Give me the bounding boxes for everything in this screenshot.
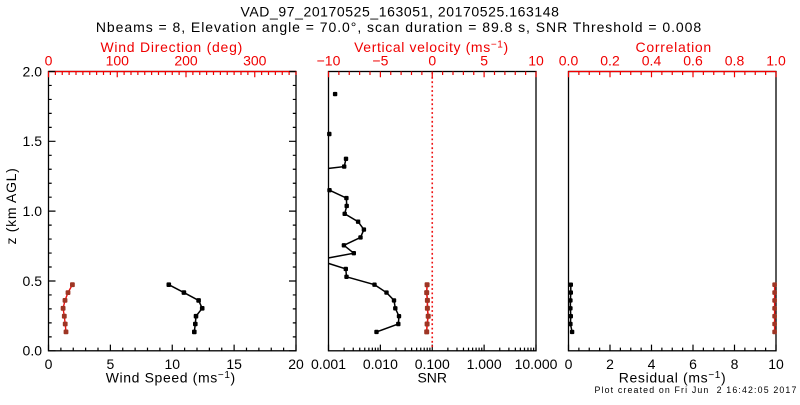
- svg-text:8: 8: [731, 356, 739, 372]
- svg-text:10: 10: [768, 356, 784, 372]
- svg-text:Nbeams = 8, Elevation angle =: Nbeams = 8, Elevation angle = 70.0°, sca…: [96, 19, 702, 35]
- svg-text:1.0: 1.0: [766, 53, 786, 69]
- svg-text:0.001: 0.001: [311, 356, 346, 372]
- svg-text:z (km AGL): z (km AGL): [3, 167, 19, 244]
- svg-text:2.0: 2.0: [23, 63, 43, 79]
- svg-text:200: 200: [174, 53, 198, 69]
- svg-text:0: 0: [565, 356, 573, 372]
- svg-text:−10: −10: [317, 53, 341, 69]
- svg-text:20: 20: [288, 356, 304, 372]
- svg-text:0: 0: [45, 53, 53, 69]
- svg-text:0.2: 0.2: [600, 53, 620, 69]
- svg-text:0.0: 0.0: [23, 343, 43, 359]
- svg-text:0.100: 0.100: [415, 356, 450, 372]
- svg-text:4: 4: [648, 356, 656, 372]
- svg-text:0.4: 0.4: [642, 53, 662, 69]
- svg-text:2: 2: [606, 356, 614, 372]
- svg-text:0.8: 0.8: [725, 53, 745, 69]
- svg-text:15: 15: [226, 356, 242, 372]
- svg-text:100: 100: [106, 53, 130, 69]
- svg-text:0.6: 0.6: [683, 53, 703, 69]
- svg-text:5: 5: [480, 53, 488, 69]
- svg-text:0.0: 0.0: [559, 53, 579, 69]
- svg-text:0.010: 0.010: [363, 356, 398, 372]
- svg-text:1.5: 1.5: [23, 133, 43, 149]
- svg-text:5: 5: [106, 356, 114, 372]
- svg-text:Residual (ms−1): Residual (ms−1): [619, 369, 727, 385]
- svg-text:Vertical velocity (ms−1): Vertical velocity (ms−1): [354, 39, 509, 55]
- svg-text:VAD_97_20170525_163051, 201705: VAD_97_20170525_163051, 20170525.163148: [241, 4, 560, 20]
- svg-text:SNR: SNR: [417, 369, 447, 385]
- svg-text:1.0: 1.0: [23, 203, 43, 219]
- svg-text:Wind Direction (deg): Wind Direction (deg): [100, 39, 243, 55]
- svg-text:300: 300: [243, 53, 267, 69]
- svg-text:Correlation: Correlation: [636, 39, 712, 55]
- svg-text:0: 0: [428, 53, 436, 69]
- svg-text:1.000: 1.000: [467, 356, 502, 372]
- svg-text:0.5: 0.5: [23, 273, 43, 289]
- svg-text:6: 6: [689, 356, 697, 372]
- svg-text:−5: −5: [372, 53, 388, 69]
- svg-text:Plot created on Fri Jun 2 16:: Plot created on Fri Jun 2 16:42:05 2017: [595, 385, 798, 395]
- svg-text:Wind Speed (ms−1): Wind Speed (ms−1): [106, 369, 236, 385]
- svg-text:10: 10: [164, 356, 180, 372]
- svg-text:0: 0: [45, 356, 53, 372]
- svg-text:10: 10: [528, 53, 544, 69]
- svg-text:10.000: 10.000: [515, 356, 558, 372]
